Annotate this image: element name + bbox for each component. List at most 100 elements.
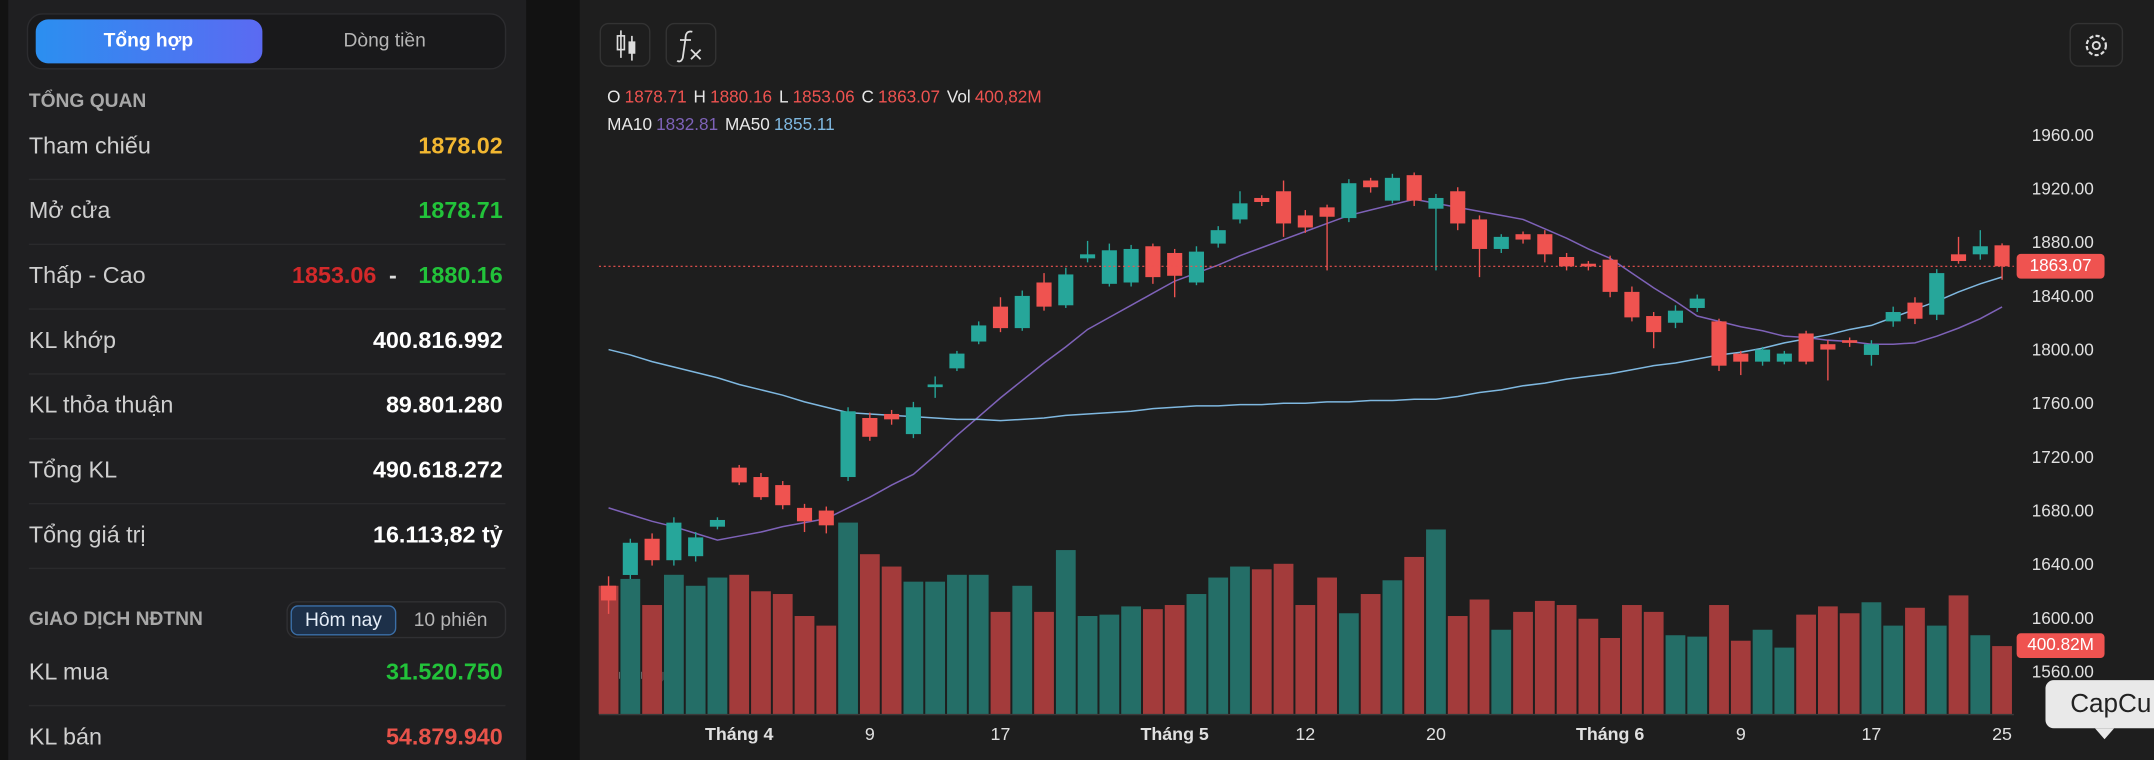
candle-body — [1275, 191, 1292, 224]
period[interactable]: Hôm nay — [305, 610, 382, 631]
volume-bar — [859, 553, 881, 715]
candle-body — [949, 353, 965, 369]
period[interactable]: 10 phiên — [414, 610, 488, 631]
volume-bar — [1098, 613, 1121, 715]
icon — [2091, 40, 2101, 51]
tooltip-box — [2045, 680, 2154, 729]
period-active[interactable] — [290, 605, 397, 636]
candle-body — [1428, 197, 1444, 209]
candle-body — [1014, 295, 1030, 329]
row-separator: - — [389, 262, 397, 288]
chart-panel — [579, 0, 2154, 760]
volume-bar — [1795, 613, 1817, 715]
volume-bar — [1163, 604, 1186, 715]
legend-part: C — [861, 86, 873, 106]
y-tick-label: 1600.00 — [2032, 608, 2094, 628]
row-value: 1878.71 — [418, 197, 502, 223]
volume-bar — [946, 573, 968, 715]
x-tick-label: Tháng 5 — [1140, 724, 1208, 744]
candle-body — [1602, 259, 1618, 292]
tab[interactable]: Dòng tiền — [344, 30, 426, 51]
row-label: KL mua — [29, 658, 109, 684]
volume-bar — [684, 584, 707, 715]
volume-bar — [1294, 604, 1317, 715]
volume-bar — [1882, 624, 1904, 715]
settings-button[interactable] — [2069, 22, 2124, 67]
x-tick-label: 9 — [1736, 724, 1746, 744]
candle-body — [1515, 234, 1531, 240]
candle-body — [731, 467, 747, 483]
candle-body — [1907, 302, 1923, 319]
y-tick-label: 1920.00 — [2032, 178, 2094, 198]
candle-button[interactable] — [599, 22, 651, 67]
volume-bar — [1621, 604, 1643, 715]
candle-body — [1363, 180, 1379, 188]
volume-bar — [1142, 608, 1164, 715]
candle-body — [1994, 245, 2010, 267]
volume-bar — [1838, 612, 1861, 715]
candle-body — [818, 510, 834, 526]
volume-bar — [772, 593, 794, 715]
candle-body — [1319, 207, 1335, 217]
legend-part: 1863.07 — [878, 86, 940, 106]
candle-body — [1493, 236, 1509, 249]
x-tick-label: 17 — [1861, 724, 1881, 744]
tab[interactable]: Tổng hợp — [104, 30, 193, 51]
candle-body — [1711, 321, 1727, 366]
candle-body — [1101, 250, 1117, 284]
y-tick-label: 1880.00 — [2032, 232, 2094, 252]
candle-body — [905, 407, 921, 435]
candle-body — [1755, 349, 1771, 362]
volume-bar — [1272, 562, 1295, 715]
candle-body — [1080, 254, 1096, 259]
volume-bar — [1207, 576, 1229, 715]
candle-body — [1297, 215, 1313, 228]
section-title: GIAO DỊCH NĐTNN — [29, 609, 203, 630]
candle-body — [1776, 353, 1792, 362]
volume-bar — [1991, 645, 2013, 715]
legend-part: L — [779, 86, 789, 106]
volume-bar — [1599, 637, 1621, 715]
volume-bar — [1708, 604, 1730, 715]
volume-bar — [1076, 615, 1099, 715]
legend-part: 1880.16 — [710, 86, 772, 106]
candle-body — [884, 413, 900, 420]
x-tick-label: Tháng 6 — [1576, 724, 1644, 744]
candle-body — [1232, 203, 1248, 220]
volume-bar — [1120, 605, 1142, 715]
legend-part: 400,82M — [975, 86, 1042, 106]
candle-body — [1167, 252, 1183, 276]
candle-body — [1406, 175, 1422, 201]
candle-body — [971, 325, 987, 342]
candle-body — [1450, 191, 1466, 224]
sidebar-panel — [8, 0, 527, 760]
icon — [2085, 34, 2108, 57]
candle-body — [1210, 230, 1226, 244]
volume-bar — [924, 580, 946, 715]
volume-badge — [2016, 633, 2105, 659]
candle-body — [1842, 340, 1858, 343]
row-label: Tham chiếu — [29, 132, 151, 158]
volume-bar — [1011, 584, 1033, 715]
volume-bar — [728, 573, 750, 715]
volume-bar — [1686, 635, 1708, 715]
volume-bar — [1381, 579, 1404, 715]
y-tick-label: 1680.00 — [2032, 500, 2094, 520]
candle-body — [1972, 246, 1988, 255]
volume-bar — [1860, 601, 1883, 715]
volume-bar — [837, 521, 859, 715]
candle-body — [1863, 344, 1879, 355]
volume-bar — [815, 624, 838, 715]
indicator-button[interactable] — [665, 22, 717, 67]
section-title: TỔNG QUAN — [29, 90, 146, 112]
x-tick-label: 25 — [1992, 724, 2012, 744]
active-tab[interactable] — [35, 19, 263, 64]
row-value: 400.816.992 — [373, 327, 503, 353]
volume-bar — [706, 576, 729, 715]
volume-bar — [1251, 568, 1273, 715]
y-tick-label: 1720.00 — [2032, 447, 2094, 467]
row-label: KL khớp — [29, 327, 116, 353]
volume-bar — [1447, 615, 1469, 715]
volume-bar — [1947, 594, 1970, 715]
volume-bar — [1751, 628, 1774, 715]
